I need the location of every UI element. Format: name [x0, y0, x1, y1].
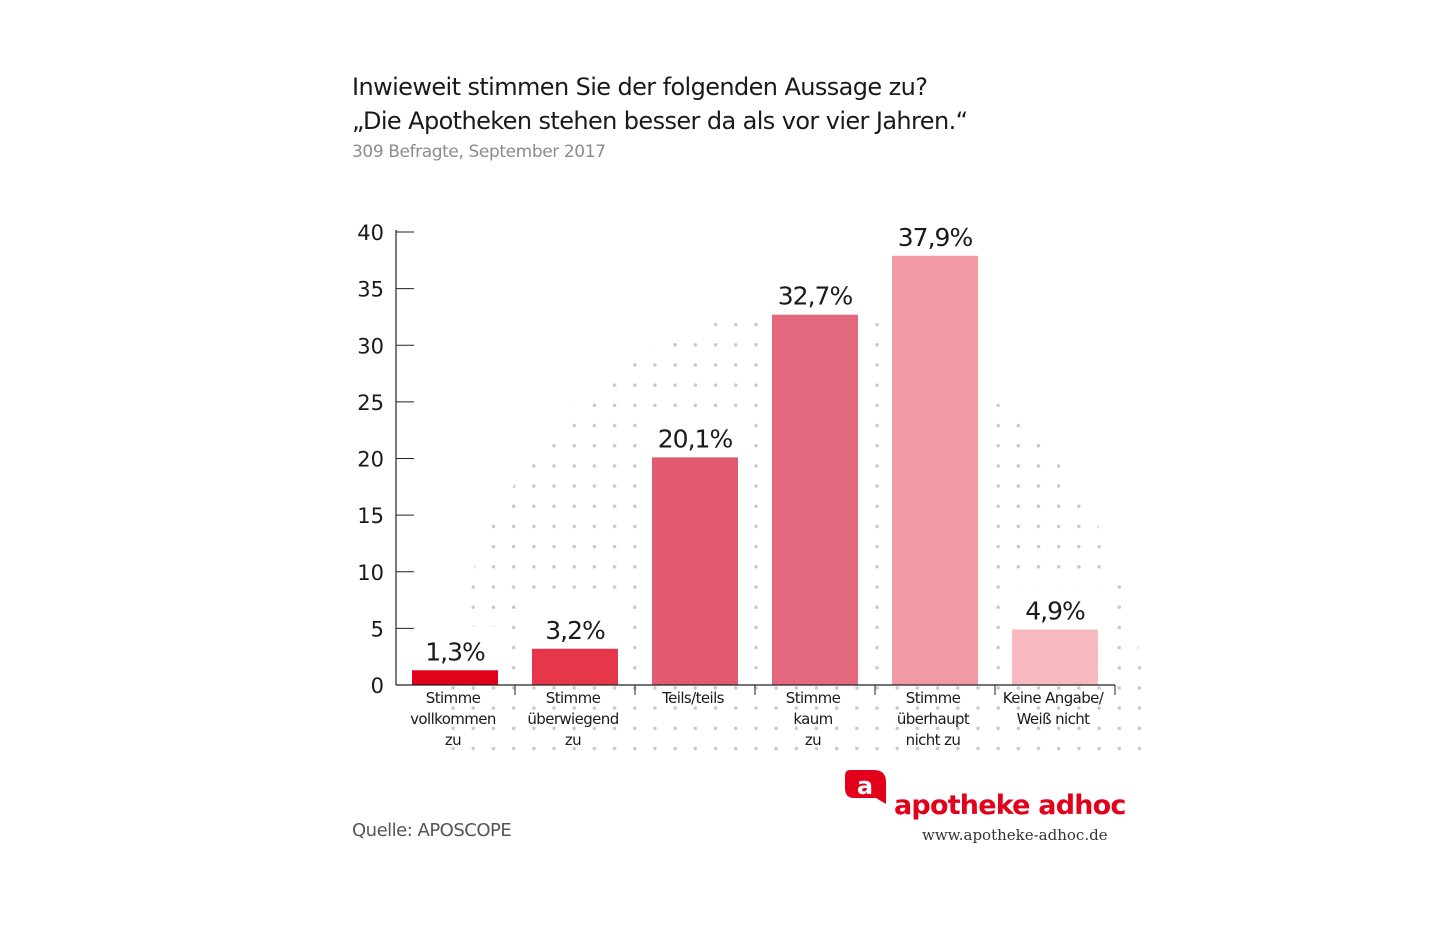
svg-text:a: a	[857, 772, 873, 800]
category-label: zu	[805, 731, 821, 749]
data-label: 20,1%	[658, 424, 733, 453]
bar-5	[1012, 629, 1098, 685]
y-tick-label: 10	[357, 561, 384, 585]
bar-3	[772, 314, 858, 685]
y-tick-label: 15	[357, 504, 384, 528]
category-label: Stimme	[906, 689, 961, 707]
category-label: Stimme	[426, 689, 481, 707]
category-label: Weiß nicht	[1017, 710, 1091, 728]
chart-title-line1: Inwieweit stimmen Sie der folgenden Auss…	[352, 73, 928, 101]
category-label: Stimme	[786, 689, 841, 707]
category-label: Keine Angabe/	[1003, 689, 1105, 707]
data-label: 4,9%	[1025, 597, 1085, 626]
data-label: 37,9%	[898, 223, 973, 252]
y-tick-label: 20	[357, 448, 384, 472]
bar-0	[412, 670, 498, 685]
y-tick-label: 35	[357, 278, 384, 302]
chart-subtitle: 309 Befragte, September 2017	[352, 142, 606, 162]
y-tick-label: 30	[357, 334, 384, 358]
data-label: 32,7%	[778, 282, 853, 311]
bar-4	[892, 255, 978, 685]
category-label: Stimme	[546, 689, 601, 707]
category-label: vollkommen	[410, 710, 496, 728]
category-label: kaum	[793, 710, 832, 728]
bar-1	[532, 648, 618, 685]
brand-name: apotheke adhoc	[894, 790, 1126, 821]
y-tick-label: 40	[357, 221, 384, 245]
category-label: überhaupt	[897, 710, 970, 728]
category-label: nicht zu	[906, 731, 961, 749]
apotheke-adhoc-logo-icon: a	[845, 770, 886, 804]
chart-title-line2: „Die Apotheken stehen besser da als vor …	[352, 107, 968, 135]
category-label: zu	[565, 731, 581, 749]
y-tick-label: 5	[371, 617, 384, 641]
brand-url: www.apotheke-adhoc.de	[922, 826, 1108, 844]
source-note: Quelle: APOSCOPE	[352, 820, 512, 841]
y-tick-label: 0	[371, 674, 384, 698]
bar-2	[652, 457, 738, 685]
data-label: 3,2%	[545, 616, 605, 645]
category-label: zu	[445, 731, 461, 749]
data-label: 1,3%	[425, 637, 485, 666]
y-tick-label: 25	[357, 391, 384, 415]
category-label: überwiegend	[527, 710, 618, 728]
category-label: Teils/teils	[661, 689, 724, 707]
